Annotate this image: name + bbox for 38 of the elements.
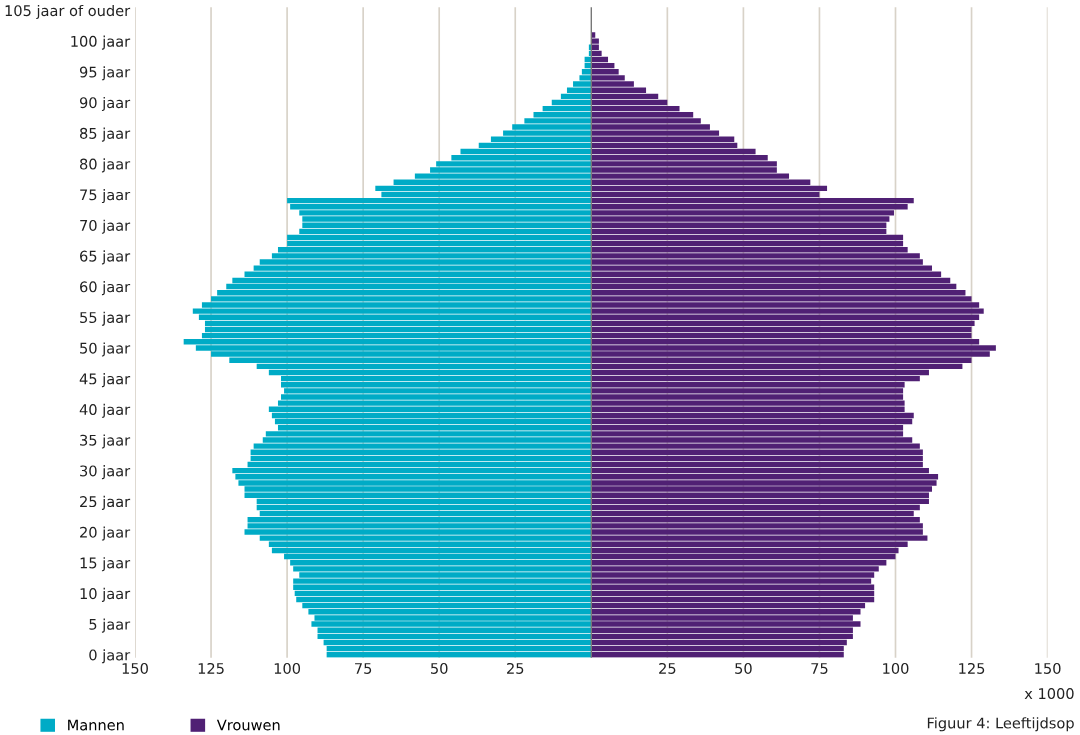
x-tick-label: 125 [959,662,985,674]
y-tick-label: 5 jaar [89,618,131,633]
x-tick-label: 50 [431,662,448,674]
x-tick-label: 100 [883,662,909,674]
text: x 1000 [1024,688,1074,700]
y-tick-label: 90 jaar [79,96,131,112]
x-tick-label: 150 [122,662,148,674]
y-tick-label: 30 jaar [80,465,131,480]
x-tick-label: 50 [735,662,752,674]
x-tick-label: 25 [659,662,676,674]
y-tick-label: 50 jaar [80,342,131,357]
y-tick-label: 35 jaar [80,434,131,449]
x-tick-label: 75 [811,663,828,674]
y-tick-label: 55 jaar [80,311,131,326]
y-tick-label: 10 jaar [80,587,131,602]
y-tick-label: 20 jaar [80,526,131,541]
x-tick-label: 100 [274,662,301,674]
y-tick-label: 40 jaar [79,403,131,418]
legend-label: Mannen [68,719,124,731]
y-tick-label: 80 jaar [80,158,131,173]
x-tick-label: 75 [355,663,372,674]
x-tick-label: 125 [198,662,224,674]
legend-label: Vrouwen [216,719,280,731]
y-tick-label: 45 jaar [79,373,131,388]
y-tick-label: 100 jaar [71,35,131,50]
y-tick-label: 60 jaar [80,281,131,296]
y-tick-label: 95 jaar [79,66,131,81]
x-tick-label: 150 [1035,662,1061,674]
y-tick-label: 0 jaar [89,649,131,664]
y-tick-label: 25 jaar [80,495,131,510]
y-tick-label: 105 jaar of ouder [5,4,131,19]
y-tick-label: 15 jaar [80,557,131,572]
y-tick-label: 65 jaar [80,250,131,265]
text: Figuur 4: Leeftijdsop [927,717,1074,732]
y-tick-label: 70 jaar [80,219,131,234]
y-tick-label: 75 jaar [80,188,131,204]
y-tick-label: 85 jaar [80,127,131,142]
x-tick-label: 25 [507,662,524,674]
